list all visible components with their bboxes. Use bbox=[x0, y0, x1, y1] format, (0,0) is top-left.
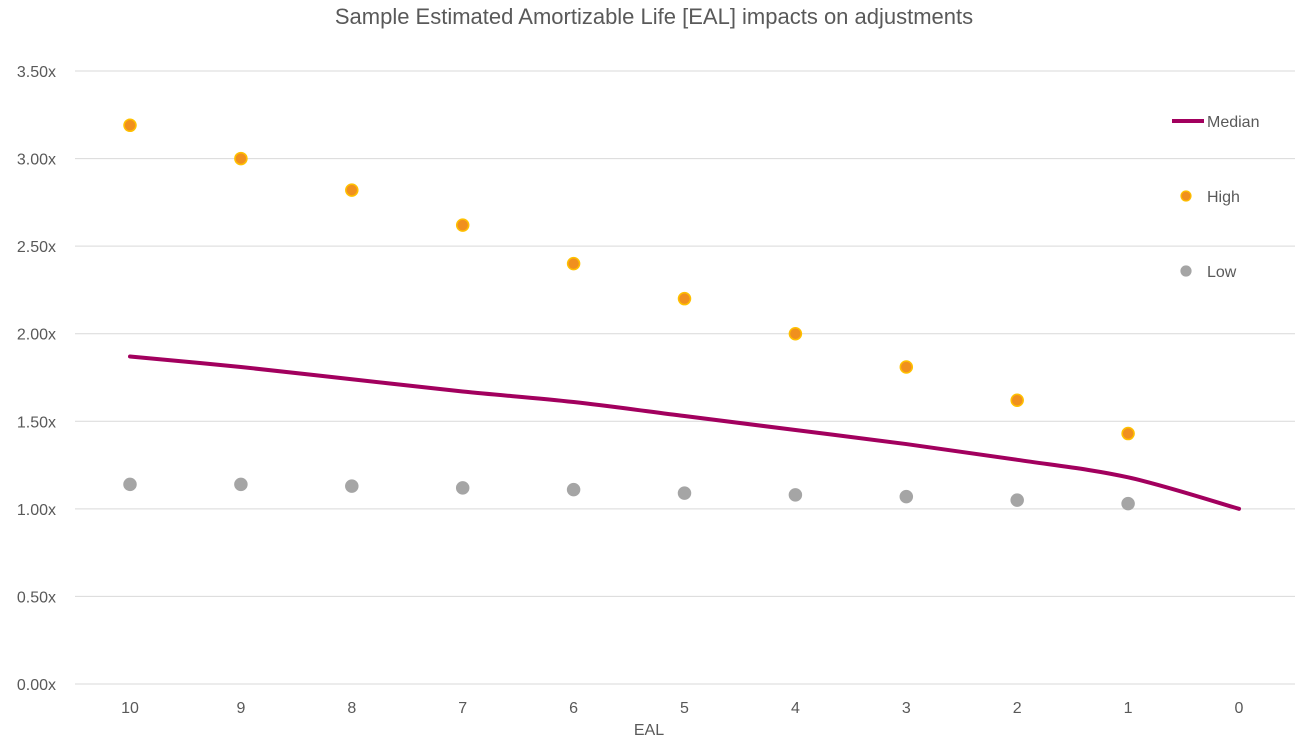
low-point bbox=[788, 488, 803, 502]
chart-title: Sample Estimated Amortizable Life [EAL] … bbox=[335, 4, 973, 29]
x-tick-label: 1 bbox=[1124, 700, 1133, 717]
x-tick-label: 5 bbox=[680, 700, 689, 717]
series-layer bbox=[123, 118, 1241, 511]
low-point bbox=[345, 479, 359, 493]
high-point bbox=[899, 360, 914, 374]
median-line bbox=[128, 354, 1241, 511]
high-point bbox=[455, 218, 470, 232]
legend-high-label: High bbox=[1207, 189, 1240, 206]
x-tick-label: 3 bbox=[902, 700, 911, 717]
high-point bbox=[123, 118, 137, 133]
low-point bbox=[899, 489, 914, 504]
x-tick-label: 8 bbox=[347, 700, 356, 717]
legend-low-label: Low bbox=[1207, 264, 1237, 281]
high-point bbox=[345, 183, 359, 197]
y-tick-label: 0.50x bbox=[17, 589, 56, 606]
low-point bbox=[677, 486, 692, 500]
gridlines bbox=[75, 70, 1295, 685]
y-tick-label: 3.00x bbox=[17, 152, 56, 169]
legend: Median High Low bbox=[1172, 114, 1259, 281]
x-axis-ticks: 10 9 8 7 6 5 4 3 2 1 0 bbox=[121, 700, 1243, 717]
high-point bbox=[1010, 393, 1024, 408]
y-tick-label: 3.50x bbox=[17, 64, 56, 81]
y-tick-label: 0.00x bbox=[17, 677, 56, 694]
y-tick-label: 2.50x bbox=[17, 239, 56, 256]
x-tick-label: 6 bbox=[569, 700, 578, 717]
high-point bbox=[788, 326, 803, 341]
x-tick-label: 2 bbox=[1013, 700, 1022, 717]
x-axis-label: EAL bbox=[634, 722, 664, 739]
y-tick-label: 1.50x bbox=[17, 414, 56, 431]
x-tick-label: 7 bbox=[458, 700, 467, 717]
low-point bbox=[123, 477, 137, 492]
low-point bbox=[455, 481, 470, 495]
y-tick-label: 1.00x bbox=[17, 502, 56, 519]
x-tick-label: 4 bbox=[791, 700, 800, 717]
legend-median-label: Median bbox=[1207, 114, 1259, 131]
x-tick-label: 0 bbox=[1235, 700, 1244, 717]
high-point bbox=[566, 256, 581, 271]
y-tick-label: 2.00x bbox=[17, 327, 56, 344]
y-axis-ticks: 0.00x 0.50x 1.00x 1.50x 2.00x 2.50x 3.00x 3.50x bbox=[17, 64, 56, 694]
high-point bbox=[1121, 426, 1135, 441]
low-point bbox=[1121, 496, 1135, 511]
x-tick-label: 9 bbox=[236, 700, 245, 717]
legend-low-swatch bbox=[1180, 265, 1192, 277]
high-point bbox=[677, 291, 692, 306]
low-point bbox=[566, 482, 581, 497]
x-tick-label: 10 bbox=[121, 700, 139, 717]
high-point bbox=[234, 151, 248, 166]
legend-high-swatch bbox=[1180, 190, 1192, 202]
low-point bbox=[1010, 493, 1024, 507]
low-point bbox=[234, 477, 248, 492]
